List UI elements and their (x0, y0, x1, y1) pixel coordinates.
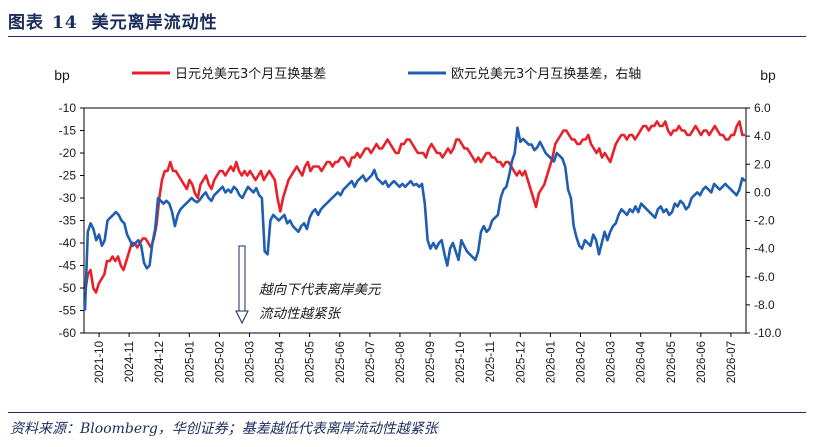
x-tick-label: 2026-01 (545, 341, 557, 383)
left-tick-label: -25 (59, 169, 77, 183)
x-tick-label: 2026-04 (636, 340, 648, 383)
left-tick-label: -10 (59, 101, 77, 115)
right-tick-label: -10.0 (754, 326, 782, 340)
x-tick-label: 2025-04 (275, 340, 287, 383)
x-tick-label: 2024-12 (154, 341, 166, 383)
header-rule (8, 36, 806, 37)
down-arrow-icon (238, 245, 246, 313)
source-rule (8, 412, 806, 413)
right-tick-label: -2.0 (754, 214, 775, 228)
left-tick-label: -40 (59, 236, 77, 250)
left-tick-label: -30 (59, 191, 77, 205)
x-tick-label: 2026-06 (696, 341, 708, 383)
figure-title-text: 美元离岸流动性 (91, 13, 218, 33)
line-chart: -10 -15 -20 -25 -30 -35 -40 -45 -50 -55 -60 6.0 4.0 2… (54, 67, 781, 383)
left-tick-label: -50 (59, 281, 77, 295)
x-tick-label: 2025-07 (365, 341, 377, 383)
legend-item-eur-label: 欧元兑美元3个月互换基差，右轴 (451, 67, 641, 82)
x-tick-label: 2025-05 (305, 341, 317, 383)
figure-title: 图表 14 美元离岸流动性 (8, 8, 218, 33)
annotation-line-1: 越向下代表离岸美元 (259, 282, 382, 298)
figure-label: 图表 (8, 13, 44, 33)
x-tick-label: 2025-11 (485, 341, 497, 382)
right-tick-label: -6.0 (754, 270, 775, 284)
x-tick-label: 2026-05 (666, 341, 678, 383)
left-tick-label: -35 (59, 214, 77, 228)
left-tick-label: -60 (59, 326, 77, 340)
figure-header: 图表 14 美元离岸流动性 (8, 4, 806, 37)
x-tick-label: 2026-07 (726, 341, 738, 383)
right-tick-label: 4.0 (754, 129, 771, 143)
x-tick-label: 2026-03 (606, 341, 618, 383)
right-tick-label: -4.0 (754, 242, 775, 256)
series-layer (83, 120, 746, 311)
right-tick-label: 0.0 (754, 185, 771, 199)
right-tick-label: -8.0 (754, 298, 775, 312)
x-tick-label: 2026-02 (576, 341, 588, 383)
series-line-jpy-basis (83, 120, 745, 294)
x-tick-label: 2025-02 (214, 341, 226, 383)
x-tick-label: 2025-01 (184, 341, 196, 383)
source-note: 资料来源：Bloomberg，华创证券；基差越低代表离岸流动性越紧张 (10, 421, 438, 437)
plot-border (83, 107, 747, 334)
x-tick-label: 2025-10 (455, 341, 467, 383)
figure-number: 14 (52, 13, 78, 33)
legend: 日元兑美元3个月互换基差 欧元兑美元3个月互换基差，右轴 (132, 67, 641, 82)
down-arrow-head-icon (235, 310, 249, 325)
right-tick-label: 6.0 (754, 101, 771, 115)
x-tick-label: 2021-10 (94, 341, 106, 383)
right-tick-label: 2.0 (754, 157, 771, 171)
legend-item-jpy-label: 日元兑美元3个月互换基差 (175, 67, 326, 82)
left-tick-label: -45 (59, 259, 77, 273)
x-tick-label: 2025-12 (515, 341, 527, 383)
right-axis-unit: bp (760, 67, 776, 83)
x-tick-label: 2025-08 (395, 341, 407, 383)
left-tick-label: -15 (59, 124, 77, 138)
axes: -10 -15 -20 -25 -30 -35 -40 -45 -50 -55 -60 6.0 4.0 2… (54, 67, 781, 383)
plot-frame (83, 107, 747, 334)
x-tick-label: 2025-06 (335, 341, 347, 383)
x-tick-label: 2025-09 (425, 341, 437, 383)
series-line-eur-basis (83, 126, 746, 311)
x-tick-label: 2024-11 (124, 341, 136, 382)
x-tick-label: 2025-03 (245, 341, 257, 383)
left-tick-label: -20 (59, 146, 77, 160)
left-axis-unit: bp (54, 67, 70, 83)
left-tick-label: -55 (59, 304, 77, 318)
annotation-line-2: 流动性越紧张 (259, 306, 342, 322)
